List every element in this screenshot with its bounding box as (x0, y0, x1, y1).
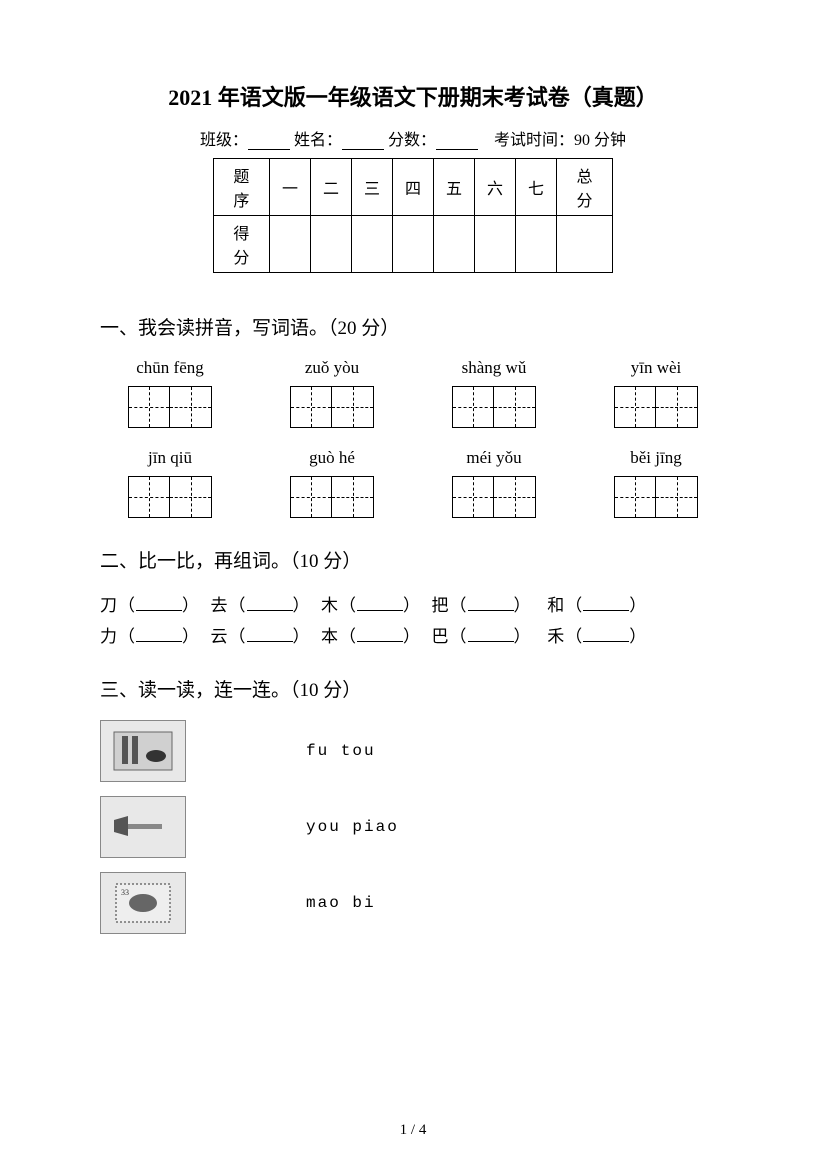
compare-char: 禾 (547, 627, 565, 646)
compare-char: 力 (100, 627, 118, 646)
match-image[interactable] (100, 796, 186, 858)
score-cell[interactable] (351, 216, 392, 273)
compare-char: 巴 (432, 627, 450, 646)
score-cell[interactable] (434, 216, 475, 273)
header-cell: 二 (310, 159, 351, 216)
pinyin-item: zuǒ yòu (272, 358, 392, 428)
header-cell: 总分 (557, 159, 613, 216)
compare-char: 刀 (100, 596, 118, 615)
score-cell[interactable] (475, 216, 516, 273)
score-cell[interactable] (310, 216, 351, 273)
score-cell[interactable] (557, 216, 613, 273)
pinyin-label: yīn wèi (631, 358, 682, 378)
score-blank[interactable] (436, 134, 478, 150)
header-cell: 三 (351, 159, 392, 216)
match-label: fu tou (306, 742, 376, 760)
compare-line: 力（） 云（） 本（） 巴（） 禾（） (100, 622, 726, 647)
svg-text:33: 33 (121, 888, 129, 897)
word-blank[interactable] (468, 597, 514, 611)
match-row: fu tou (100, 720, 726, 782)
word-blank[interactable] (247, 597, 293, 611)
class-blank[interactable] (248, 134, 290, 150)
score-cell[interactable] (516, 216, 557, 273)
tian-box[interactable] (614, 386, 698, 428)
brush-icon (108, 726, 178, 776)
tian-box[interactable] (290, 476, 374, 518)
tian-box[interactable] (128, 386, 212, 428)
pinyin-item: yīn wèi (596, 358, 716, 428)
word-blank[interactable] (136, 597, 182, 611)
match-row: you piao (100, 796, 726, 858)
header-cell: 六 (475, 159, 516, 216)
pinyin-label: chūn fēng (136, 358, 204, 378)
match-label: mao bi (306, 894, 376, 912)
pinyin-item: guò hé (272, 448, 392, 518)
exam-title: 2021 年语文版一年级语文下册期末考试卷（真题） (100, 80, 726, 112)
match-row: 33 mao bi (100, 872, 726, 934)
compare-char: 把 (432, 596, 450, 615)
header-cell: 一 (269, 159, 310, 216)
tian-box[interactable] (452, 386, 536, 428)
tian-box[interactable] (290, 386, 374, 428)
compare-char: 本 (321, 627, 339, 646)
pinyin-label: jīn qiū (148, 448, 192, 468)
header-cell: 七 (516, 159, 557, 216)
score-cell[interactable] (269, 216, 310, 273)
word-blank[interactable] (357, 628, 403, 642)
tian-box[interactable] (614, 476, 698, 518)
page-number: 1 / 4 (0, 1122, 826, 1139)
word-blank[interactable] (583, 628, 629, 642)
exam-time-label: 考试时间：90 分钟 (494, 132, 626, 149)
compare-char: 木 (321, 596, 339, 615)
word-blank[interactable] (357, 597, 403, 611)
compare-char: 和 (547, 596, 565, 615)
match-image[interactable] (100, 720, 186, 782)
pinyin-label: zuǒ yòu (305, 358, 359, 378)
pinyin-item: jīn qiū (110, 448, 230, 518)
pinyin-item: méi yǒu (434, 448, 554, 518)
score-cell[interactable] (392, 216, 433, 273)
name-blank[interactable] (342, 134, 384, 150)
axe-icon (108, 802, 178, 852)
name-label: 姓名： (294, 132, 342, 149)
pinyin-label: guò hé (309, 448, 355, 468)
header-cell: 题序 (213, 159, 269, 216)
pinyin-label: běi jīng (630, 448, 681, 468)
score-table: 题序 一 二 三 四 五 六 七 总分 得分 (213, 158, 613, 273)
match-image[interactable]: 33 (100, 872, 186, 934)
word-blank[interactable] (247, 628, 293, 642)
score-label: 分数： (388, 132, 436, 149)
tian-box[interactable] (452, 476, 536, 518)
pinyin-label: méi yǒu (466, 448, 521, 468)
tian-box[interactable] (128, 476, 212, 518)
word-blank[interactable] (136, 628, 182, 642)
section1-title: 一、我会读拼音，写词语。（20 分） (100, 313, 726, 340)
word-blank[interactable] (583, 597, 629, 611)
match-label: you piao (306, 818, 399, 836)
pinyin-item: běi jīng (596, 448, 716, 518)
exam-info-line: 班级： 姓名： 分数： 考试时间：90 分钟 (100, 126, 726, 150)
word-blank[interactable] (468, 628, 514, 642)
table-row: 得分 (213, 216, 612, 273)
compare-line: 刀（） 去（） 木（） 把（） 和（） (100, 591, 726, 616)
pinyin-row: chūn fēng zuǒ yòu shàng wǔ yīn wèi (100, 358, 726, 428)
score-row-label: 得分 (213, 216, 269, 273)
pinyin-row: jīn qiū guò hé méi yǒu běi jīng (100, 448, 726, 518)
compare-char: 去 (211, 596, 229, 615)
header-cell: 四 (392, 159, 433, 216)
pinyin-label: shàng wǔ (462, 358, 527, 378)
class-label: 班级： (200, 132, 248, 149)
compare-char: 云 (211, 627, 229, 646)
section3-title: 三、读一读，连一连。（10 分） (100, 675, 726, 702)
table-row: 题序 一 二 三 四 五 六 七 总分 (213, 159, 612, 216)
section2-title: 二、比一比，再组词。（10 分） (100, 546, 726, 573)
stamp-icon: 33 (108, 878, 178, 928)
header-cell: 五 (434, 159, 475, 216)
pinyin-item: shàng wǔ (434, 358, 554, 428)
pinyin-item: chūn fēng (110, 358, 230, 428)
